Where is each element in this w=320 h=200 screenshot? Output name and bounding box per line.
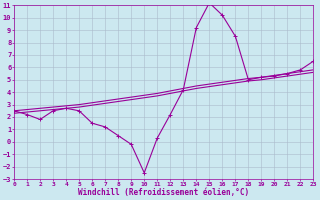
X-axis label: Windchill (Refroidissement éolien,°C): Windchill (Refroidissement éolien,°C) xyxy=(78,188,249,197)
